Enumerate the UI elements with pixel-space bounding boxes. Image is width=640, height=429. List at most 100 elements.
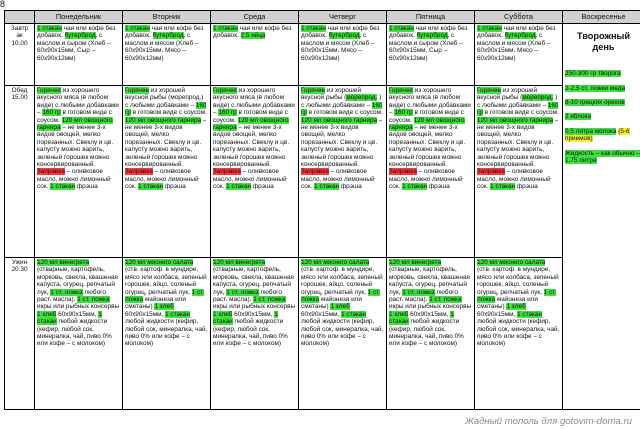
sunday-item: Жидкость – как обычно – 1,75 литра [565,149,640,165]
highlighted-text: 1 стакан [37,25,62,32]
breakfast-row: Завтр ак 10.00 1 стакан чая или кофе без… [4,23,640,410]
highlighted-text: Жидкость – как обычно – 1,75 литра [565,149,640,165]
highlighted-text: Заправка [37,168,65,176]
highlighted-text: 1 стакан [226,183,252,191]
highlighted-text: 1 стакан [341,310,367,318]
highlighted-text: морепрод. [522,94,554,102]
cell-text: любого раст. масла). [37,288,106,304]
day-header: Понедельник [34,10,123,24]
cell-text: любого раст. масла). [213,288,282,304]
highlighted-text: 120 мл овощного гарнира [301,116,378,124]
highlighted-text: Горячее [213,87,237,94]
watermark-text: Жадный тополь для gotovim-doma.ru [464,416,632,427]
meal-label-line: Обед [11,87,28,94]
corner-header-cell [4,10,35,24]
highlighted-text: 1 стакан [389,25,414,32]
menu-cell: Горячее из хорошего вкусного мяса (в люб… [210,85,299,258]
cell-text: ) с любыми добавками – [301,94,382,109]
highlighted-text: 1 стакан [213,25,238,32]
cell-text: любой жидкости (кефир, любой сок, минера… [37,318,112,348]
highlighted-text: 120 мл мясного салата [477,259,546,266]
highlighted-text: 1 стакан [301,25,326,32]
highlighted-text: Заправка [301,168,329,176]
highlighted-text: 160 гр [394,109,413,117]
cell-text: майонеза или сметаны) [125,296,186,311]
highlighted-text: 1 стакан [314,183,340,191]
cell-text: фрэша [163,183,186,191]
highlighted-text: 1 хлеб [506,303,526,311]
cell-text: чая или кофе без добавок, [37,25,116,40]
menu-cell: 120 мл винегрета (отварные, картофель, м… [34,257,123,410]
cell-text: чая или кофе без добавок, [389,25,468,40]
meal-time: 10.00 [11,39,28,47]
menu-cell: 120 мл мясного салата (отв. картоф. в му… [474,257,563,410]
cell-text: майонеза или сметаны) [477,296,538,311]
highlighted-text: Горячее [125,87,149,94]
highlighted-text: 120 мл мясного салата [301,259,370,266]
cell-text: 60х90х15мм, [408,310,451,318]
highlighted-text: 1 ст. ложка [50,288,83,296]
cell-text: – не менее 3-х видов овощей, мелко порез… [389,124,466,169]
corner-number: 8 [0,0,6,9]
sunday-cell: Творожный день 250-300 гр творога 2-2,5 с… [562,23,640,410]
cell-text: икры или рыбных консервы [213,303,296,311]
menu-cell: 1 стакан чая или кофе без добавок, бутер… [34,23,123,86]
cell-text: ) с любыми добавками – [477,94,558,109]
highlighted-text: 1 хлеб [37,310,57,318]
sunday-item: 2 яблока [565,113,640,121]
menu-cell: 120 мл винегрета (отварные, картофель, м… [210,257,299,410]
meal-label-line: Завтр [10,25,29,32]
cell-text: чая или кофе без добавок, [301,25,380,40]
highlighted-text: 1 стакан [517,310,543,318]
meal-label-line: Ужин [11,259,28,266]
menu-cell: 1 стакан чая или кофе без добавок, бутер… [298,23,387,86]
highlighted-text: Заправка [125,168,153,176]
sunday-item: 250-300 гр творога [565,70,640,78]
cell-text: в готовом виде с соусом. [389,109,464,124]
menu-cell: 1 стакан чая или кофе без добавок, бутер… [122,23,211,86]
menu-cell: 1 стакан чая или кофе без добавок, бутер… [386,23,475,86]
cell-text: фрэша [251,183,274,191]
highlighted-text: 0,5 литра молока [565,127,617,135]
highlighted-text: бутерброд [416,32,448,40]
day-header: Пятница [386,10,475,24]
menu-cell: Горячее из хорошей вкусной рыбы (морепро… [122,85,211,258]
highlighted-text: 1 ст. ложка [253,296,286,304]
day-header: Среда [210,10,299,24]
meal-label-breakfast: Завтр ак 10.00 [4,23,35,86]
sunday-items: 250-300 гр творога 2-2,5 ст. ложки меда 8-… [565,70,640,165]
cell-text: – не менее 3-х видов овощей, мелко порез… [125,116,207,169]
menu-cell: 120 мл мясного салата (отв. картоф. в му… [122,257,211,410]
highlighted-text: морепрод. [346,94,378,102]
cell-text: любой жидкости (кефир, любой сок, минера… [125,318,208,348]
highlighted-text: 1 хлеб [330,303,350,311]
highlighted-text: 1 ст. ложка [77,296,110,304]
menu-cell: Горячее из хорошего вкусного мяса (в люб… [386,85,475,258]
highlighted-text: Заправка [389,168,417,176]
cell-text: из хорошей вкусной рыбы ( [477,87,538,102]
highlighted-text: 160 гр [42,109,61,117]
cell-text: – не менее 3-х видов овощей, мелко порез… [477,116,559,169]
highlighted-text: 8-10 грецких орехов [565,99,625,106]
cell-text: чая или кофе без добавок, [125,25,204,40]
cell-text: 60х90х15мм, [477,310,518,318]
menu-cell: 1 стакан чая или кофе без добавок, бутер… [474,23,563,86]
highlighted-text: 1 хлеб [213,310,233,318]
highlighted-text: бутерброд [504,32,536,40]
day-header: Воскресенье [562,10,640,24]
highlighted-text: 1 стакан [125,25,150,32]
cell-text: – не менее 3-х видов овощей, мелко порез… [37,124,114,169]
cell-text: , с маслом и сыром (Хлеб – 60х90х15мм, С… [389,32,463,62]
highlighted-text: 2 яблока [565,113,592,121]
highlighted-text: 1 ст. ложка [429,296,462,304]
cell-text: фрэша [515,183,538,191]
highlighted-text: 1 стакан [490,183,516,191]
highlighted-text: 2,5 яйца [240,32,266,40]
cell-text: любой жидкости (кефир, любой сок, минера… [301,318,384,348]
highlighted-text: 1 стакан [477,25,502,32]
cell-text: (отварные, картофель, морковь, свекла, к… [389,266,470,296]
cell-text: в готовом виде с соусом. [306,109,383,117]
day-header: Суббота [474,10,563,24]
cell-text: 60х90х15мм, [56,310,99,318]
cell-text: любой жидкости (кефир, любой сок, минера… [477,318,560,348]
